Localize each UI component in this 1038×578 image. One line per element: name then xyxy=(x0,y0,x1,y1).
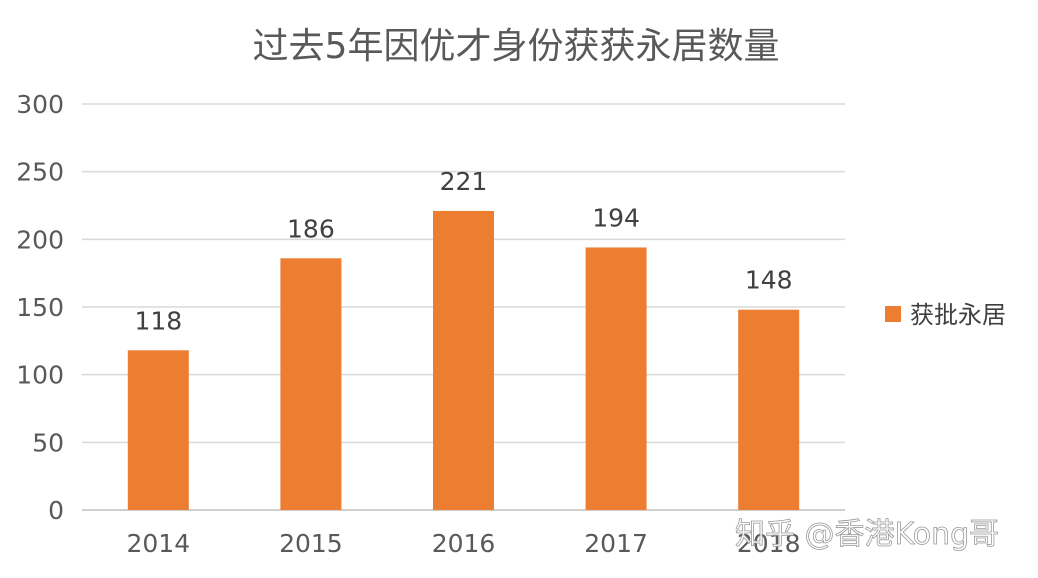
bar xyxy=(585,247,647,510)
y-axis-tick-labels: 0 50 100 150 200 250 300 xyxy=(16,90,64,525)
y-tick-label: 100 xyxy=(16,361,64,390)
data-label: 221 xyxy=(440,167,488,196)
legend: 获批永居 xyxy=(885,301,1006,329)
x-tick-label: 2015 xyxy=(279,529,343,558)
watermark: 知乎 @香港Kong哥 xyxy=(735,517,999,552)
chart-title: 过去5年因优才身份获获永居数量 xyxy=(253,26,780,67)
y-tick-label: 200 xyxy=(16,225,64,254)
data-label: 118 xyxy=(134,306,182,335)
data-label: 148 xyxy=(745,266,793,295)
bar xyxy=(127,350,189,510)
bars xyxy=(127,210,800,510)
x-axis-tick-labels: 2014 2015 2016 2017 2018 xyxy=(126,529,800,558)
x-tick-label: 2018 xyxy=(737,529,801,558)
bar xyxy=(738,309,800,510)
x-tick-label: 2017 xyxy=(584,529,648,558)
data-labels: 118 186 221 194 148 xyxy=(134,167,792,335)
x-tick-label: 2016 xyxy=(432,529,496,558)
y-tick-label: 300 xyxy=(16,90,64,119)
legend-label: 获批永居 xyxy=(910,301,1006,329)
legend-swatch xyxy=(885,306,901,322)
bar xyxy=(433,210,494,510)
y-tick-label: 150 xyxy=(16,293,64,322)
data-label: 194 xyxy=(592,203,640,232)
data-label: 186 xyxy=(287,214,335,243)
bar xyxy=(280,258,342,510)
y-tick-label: 250 xyxy=(16,158,64,187)
y-tick-label: 50 xyxy=(32,428,64,457)
y-tick-label: 0 xyxy=(48,496,64,525)
x-tick-label: 2014 xyxy=(126,529,190,558)
